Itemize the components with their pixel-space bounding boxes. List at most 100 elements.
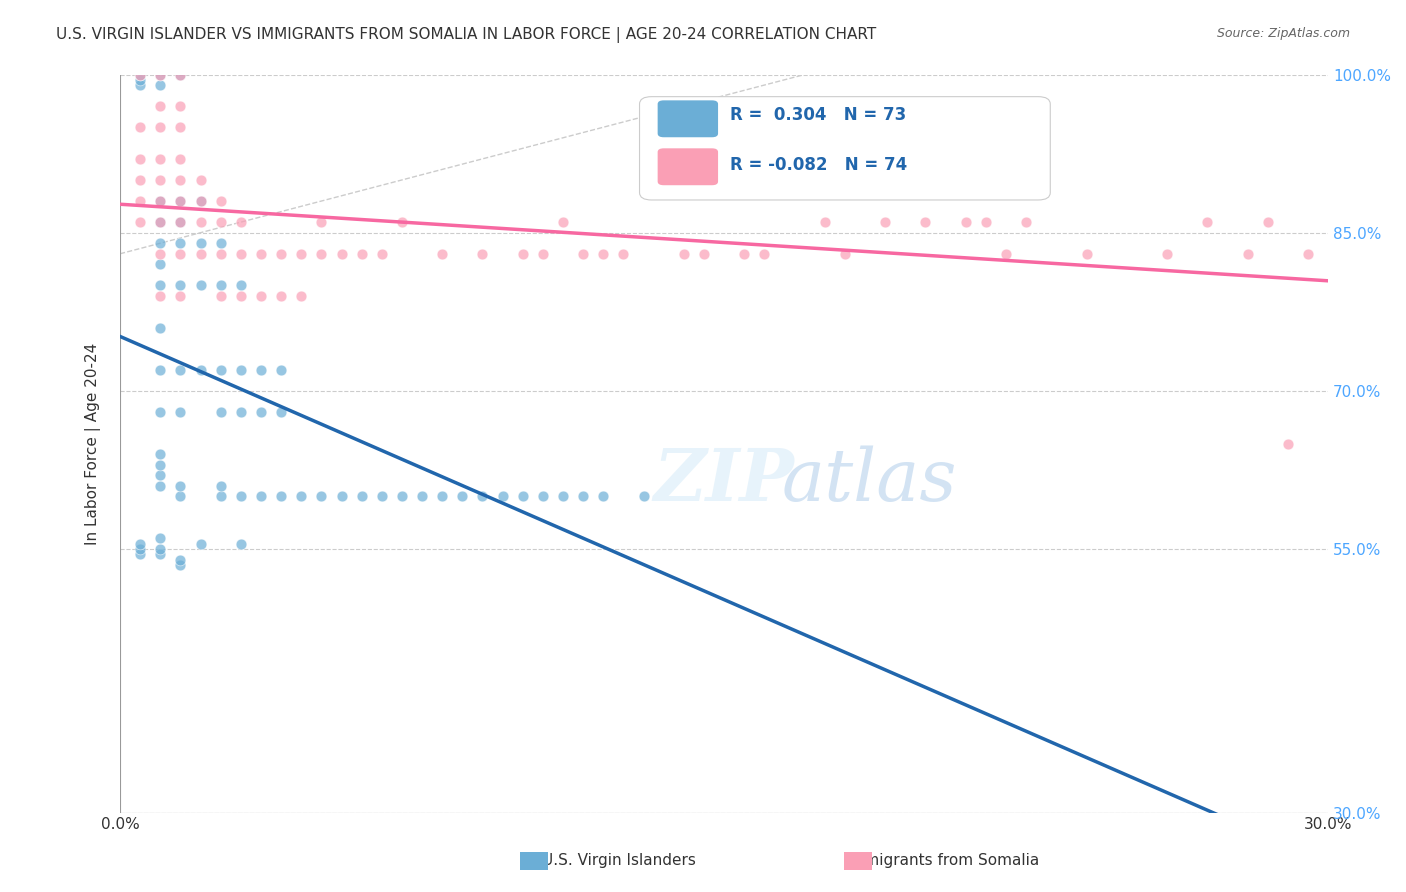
Point [209, 236, 232, 251]
Point [149, 532, 172, 546]
Point [129, 120, 152, 135]
Point [149, 320, 172, 334]
Point [270, 246, 292, 260]
Point [129, 68, 152, 82]
Point [330, 489, 353, 503]
Text: ZIP: ZIP [654, 445, 794, 516]
Text: R = -0.082   N = 74: R = -0.082 N = 74 [730, 156, 907, 174]
Point [551, 489, 574, 503]
Point [169, 194, 191, 208]
Point [169, 68, 191, 82]
Point [149, 458, 172, 472]
Point [371, 246, 394, 260]
Point [149, 362, 172, 376]
Point [169, 362, 191, 376]
Point [350, 489, 373, 503]
Point [733, 246, 755, 260]
Point [330, 246, 353, 260]
Point [169, 246, 191, 260]
Point [149, 194, 172, 208]
Point [169, 152, 191, 166]
Point [471, 246, 494, 260]
Point [592, 246, 614, 260]
Point [149, 479, 172, 493]
Point [190, 278, 212, 293]
Point [229, 246, 252, 260]
Point [169, 236, 191, 251]
Point [169, 479, 191, 493]
Point [432, 489, 454, 503]
Point [531, 489, 554, 503]
Point [814, 215, 837, 229]
Point [149, 278, 172, 293]
Point [834, 246, 856, 260]
Point [149, 215, 172, 229]
Text: Immigrants from Somalia: Immigrants from Somalia [845, 854, 1039, 868]
Point [491, 489, 513, 503]
Point [411, 489, 433, 503]
Y-axis label: In Labor Force | Age 20-24: In Labor Force | Age 20-24 [86, 343, 101, 545]
Point [149, 468, 172, 483]
Point [250, 289, 273, 303]
Point [149, 68, 172, 82]
Point [149, 289, 172, 303]
Point [209, 215, 232, 229]
Point [350, 246, 373, 260]
Point [209, 278, 232, 293]
Point [209, 194, 232, 208]
Point [209, 246, 232, 260]
Point [974, 215, 997, 229]
Point [169, 289, 191, 303]
Point [149, 194, 172, 208]
Point [169, 215, 191, 229]
Point [250, 405, 273, 419]
Point [1236, 246, 1258, 260]
Point [290, 289, 312, 303]
Point [169, 558, 191, 572]
Point [229, 489, 252, 503]
Point [129, 152, 152, 166]
Point [1277, 436, 1299, 450]
Point [572, 489, 595, 503]
Point [531, 246, 554, 260]
Point [572, 246, 595, 260]
Point [432, 246, 454, 260]
Point [551, 215, 574, 229]
Point [229, 215, 252, 229]
Point [250, 246, 273, 260]
Point [994, 246, 1017, 260]
Point [129, 173, 152, 187]
Point [270, 362, 292, 376]
Point [311, 489, 333, 503]
Point [129, 72, 152, 87]
Point [169, 405, 191, 419]
Point [270, 289, 292, 303]
Point [190, 537, 212, 551]
Point [129, 547, 152, 561]
Point [1257, 215, 1279, 229]
Point [512, 246, 534, 260]
Point [209, 362, 232, 376]
Point [229, 537, 252, 551]
Point [250, 489, 273, 503]
Point [612, 246, 634, 260]
Point [190, 236, 212, 251]
Point [149, 246, 172, 260]
Point [169, 278, 191, 293]
Point [391, 489, 413, 503]
Point [149, 547, 172, 561]
Text: atlas: atlas [782, 445, 957, 516]
Point [1156, 246, 1178, 260]
Point [169, 194, 191, 208]
Point [1015, 215, 1038, 229]
Point [672, 246, 695, 260]
Point [169, 120, 191, 135]
Text: U.S. Virgin Islanders: U.S. Virgin Islanders [541, 854, 696, 868]
Point [149, 541, 172, 556]
Point [229, 405, 252, 419]
Text: Source: ZipAtlas.com: Source: ZipAtlas.com [1216, 27, 1350, 40]
Point [633, 489, 655, 503]
Point [129, 78, 152, 92]
Point [169, 215, 191, 229]
Point [149, 173, 172, 187]
